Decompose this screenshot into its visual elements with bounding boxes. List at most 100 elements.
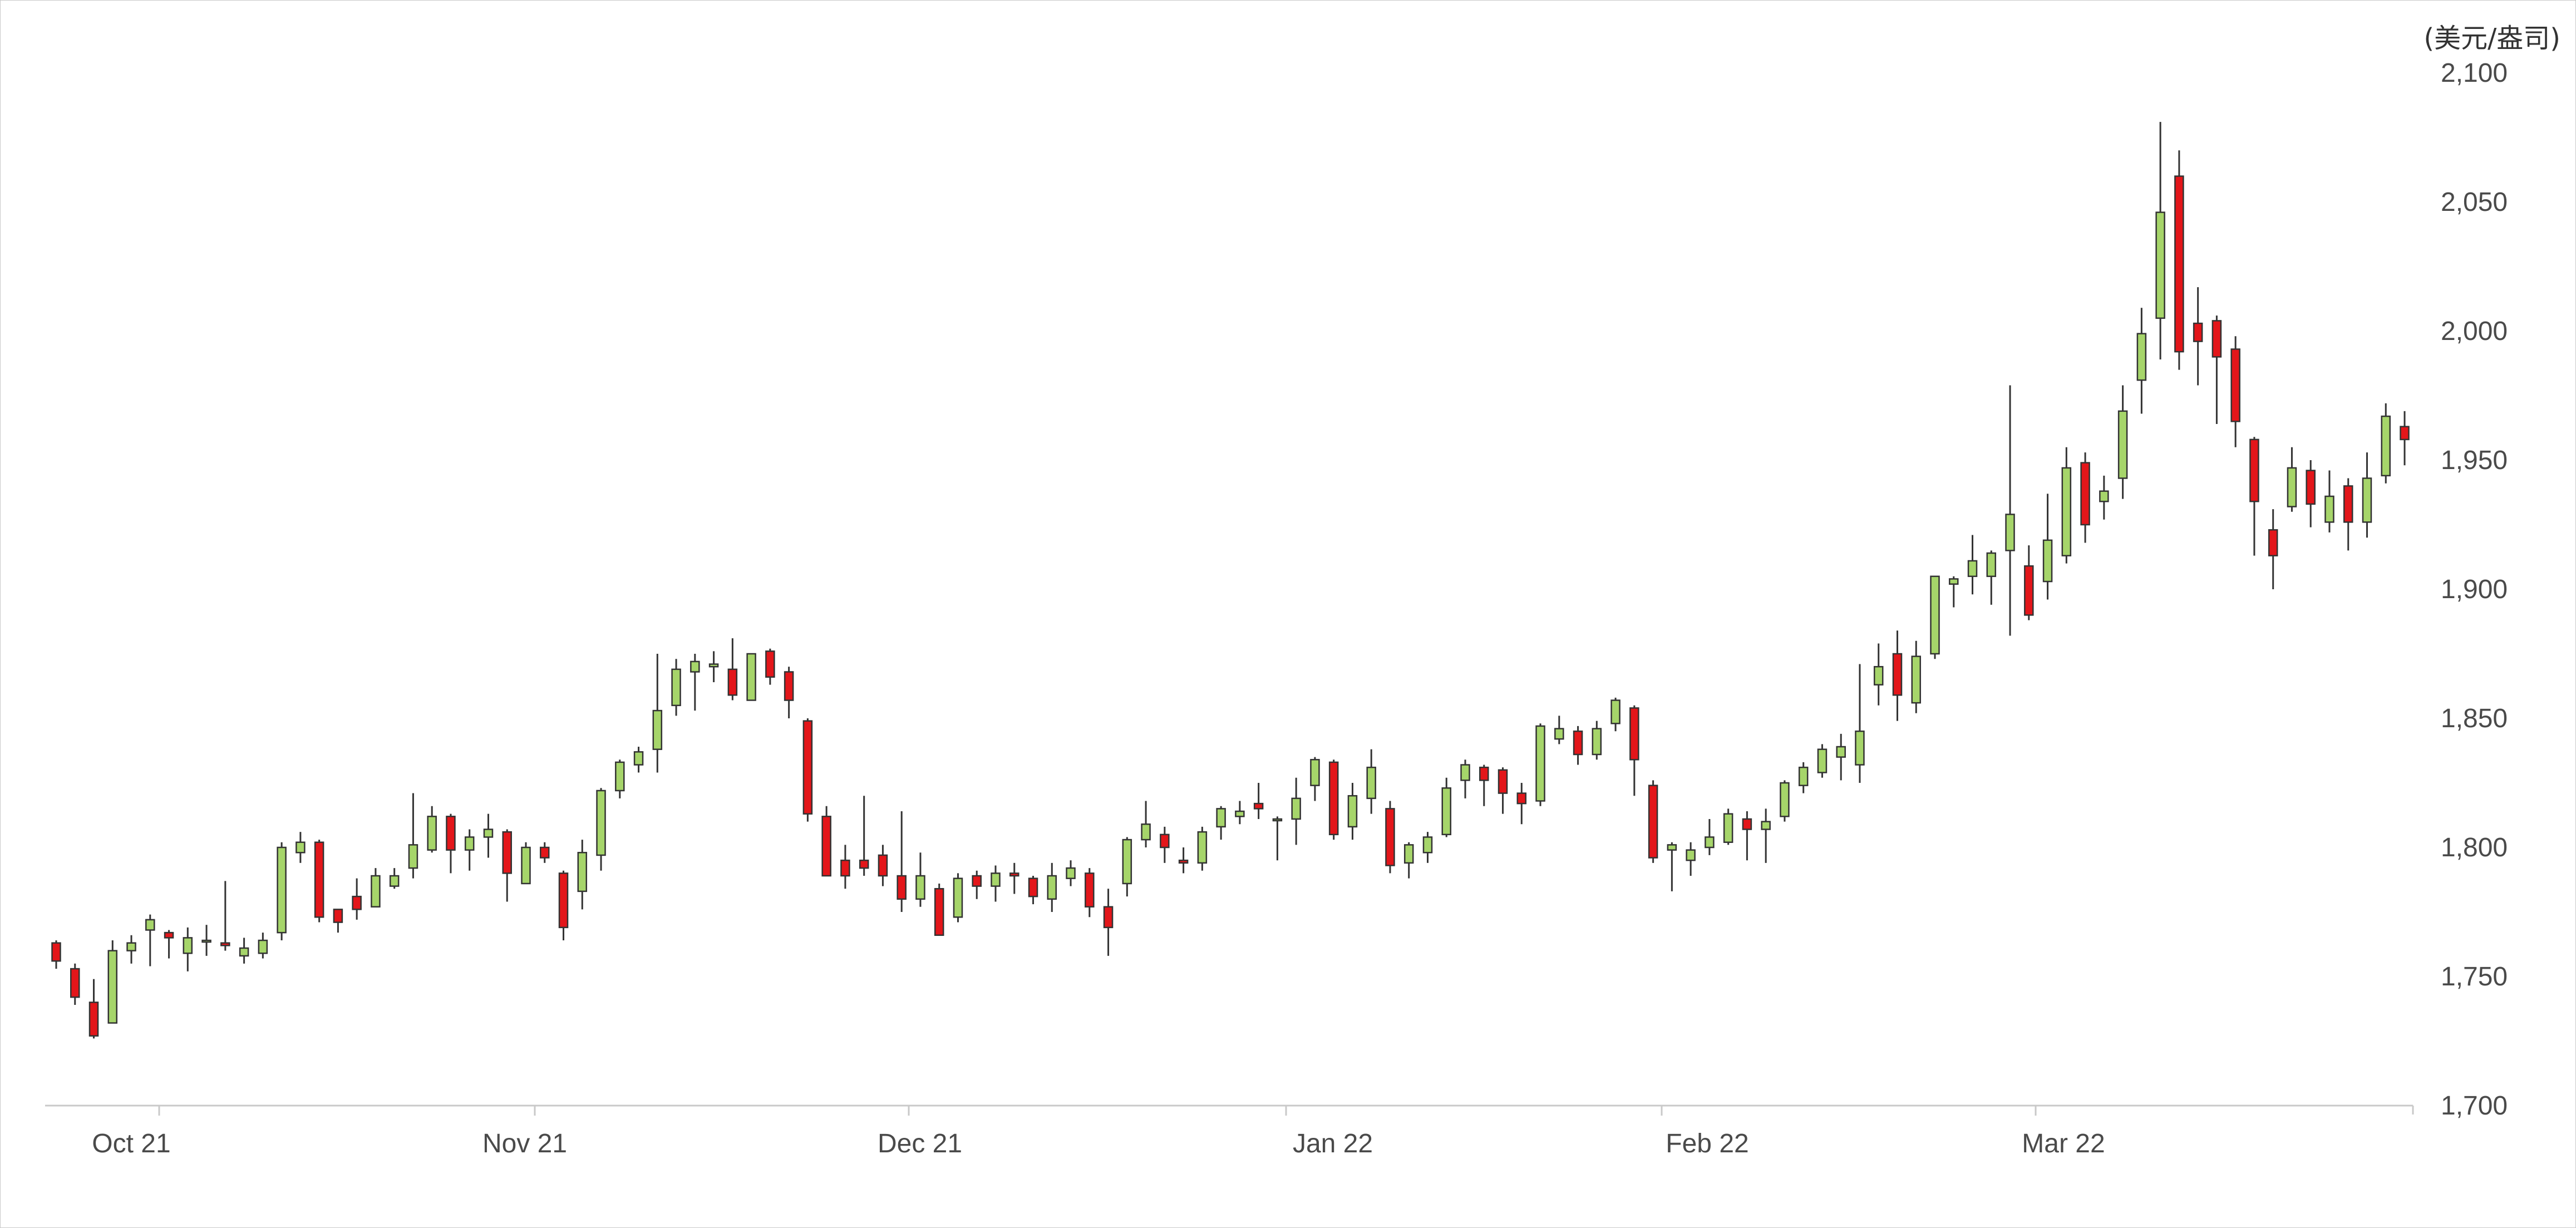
candle-body [1535,725,1545,802]
candle-body [1855,730,1865,766]
candle-body [483,828,494,838]
x-tick-label: Mar 22 [2022,1129,2105,1158]
candle-up [427,806,437,853]
candle-down [878,845,888,886]
candle-body [1253,802,1264,810]
candle-down [70,963,80,1005]
candle-down [2268,509,2278,589]
candle-body [371,875,381,908]
candle-up [633,747,644,773]
candle-body [502,831,512,874]
y-axis-unit-label: (美元/盎司) [2424,23,2560,54]
candle-body [389,875,400,887]
candle-body [1610,699,1621,724]
candle-up [521,842,531,885]
candle-body [1160,834,1170,849]
candle-body [51,942,61,962]
candle-up [2117,385,2128,499]
candle-down [2230,336,2240,447]
x-axis: Oct 21 Nov 21 Dec 21 Jan 22 Feb 22 Mar 22 [92,1106,2105,1158]
candle-down [1178,847,1189,874]
y-tick-label: 2,100 [2441,58,2508,88]
candle-up [1986,550,1997,605]
candle-body [2136,333,2147,381]
y-tick-label: 1,750 [2441,962,2508,992]
candle-body [88,1002,99,1037]
candle-body [540,846,550,859]
candle-down [1516,783,1527,825]
candle-body [1328,761,1339,836]
candle-up [1798,762,1809,793]
candle-up [1422,832,1433,863]
candle-up [2381,403,2391,484]
candle-body [1930,575,1940,655]
candle-up [1403,842,1414,879]
x-tick-label: Nov 21 [482,1129,567,1158]
candle-body [1422,836,1433,854]
candle-body [408,844,418,869]
candle-body [802,720,813,815]
candle-body [1366,766,1376,800]
candle-down [2249,437,2259,556]
candle-up [371,868,381,908]
candle-down [972,870,982,899]
candle-body [2117,410,2128,479]
x-tick-label: Feb 22 [1666,1129,1748,1158]
candle-up [2042,494,2053,600]
candle-down [220,881,230,951]
candle-up [1235,801,1245,825]
candle-down [314,840,324,923]
candle-body [765,650,775,678]
candle-body [652,709,663,750]
candle-body [2249,438,2259,502]
candle-up [1911,640,1921,713]
candle-up [2005,385,2015,636]
candle-up [1554,716,1564,744]
candle-body [2005,514,2015,551]
candle-body [897,875,907,900]
candle-body [1141,823,1151,841]
y-tick-label: 2,000 [2441,317,2508,346]
candle-down [934,883,944,936]
candle-body [2381,415,2391,477]
candle-body [2324,495,2334,523]
candle-down [1009,862,1019,894]
candle-body [859,859,869,869]
candle-down [502,829,512,902]
candle-up [671,659,681,716]
candle-up [953,873,963,923]
candle-body [220,942,230,946]
candle-body [596,790,606,856]
candle-body [333,909,343,923]
candle-body [2174,175,2184,353]
candle-body [1235,810,1245,817]
candle-body [201,939,211,943]
candle-body [1648,785,1658,859]
candle-up [483,813,494,858]
candle-body [145,919,155,931]
candle-body [295,841,306,854]
candle-body [446,816,456,851]
candle-body [464,836,475,851]
candle-down [1103,889,1114,956]
candle-body [2400,426,2410,441]
candle-up [2287,447,2297,512]
candle-body [690,660,700,673]
candle-body [1479,766,1489,781]
candle-body [70,968,80,998]
candle-down [1892,630,1903,721]
candle-body [878,854,888,877]
candle-body [2193,322,2203,342]
candle-up [1686,842,1696,876]
candle-up [126,935,136,964]
candle-down [2306,460,2316,527]
candle-up [201,925,211,956]
candle-body [2287,467,2297,507]
candle-down [446,813,456,874]
candle-body [615,761,625,792]
candle-body [1347,795,1358,828]
candle-body [1949,578,1959,585]
candle-body [1498,769,1508,794]
candle-up [2061,447,2072,564]
